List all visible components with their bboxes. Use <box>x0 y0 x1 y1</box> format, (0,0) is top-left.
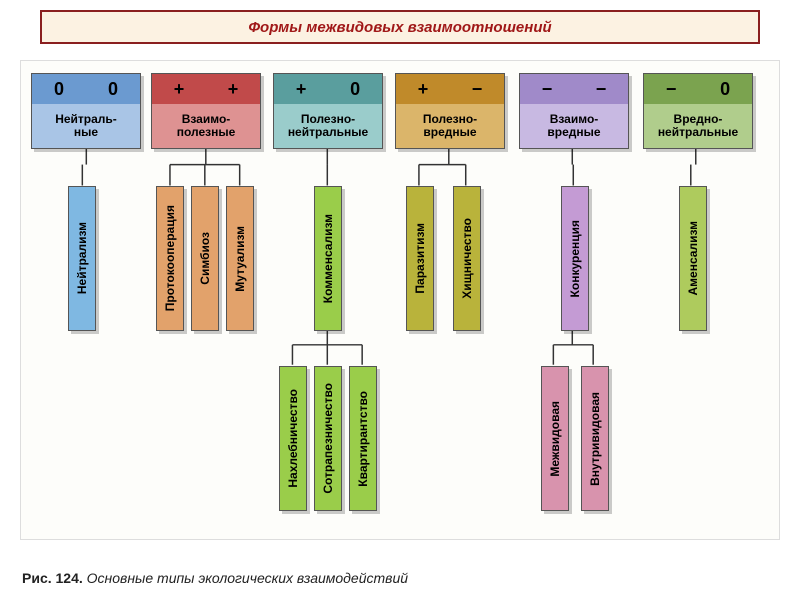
symbol-right: + <box>228 79 239 100</box>
node-label: Квартирантство <box>356 391 370 487</box>
category-label: Полезно- нейтральные <box>274 104 382 148</box>
category-label: Полезно- вредные <box>396 104 504 148</box>
category-symbols: −− <box>520 74 628 104</box>
node-neutralism: Нейтрализм <box>68 186 96 331</box>
category-symbols: −0 <box>644 74 752 104</box>
node-mezhvid: Межвидовая <box>541 366 569 511</box>
symbol-right: 0 <box>350 79 360 100</box>
symbol-left: 0 <box>54 79 64 100</box>
symbol-left: + <box>174 79 185 100</box>
diagram-area: 00Нейтраль- ные++Взаимо- полезные+0Полез… <box>20 60 780 540</box>
symbol-left: + <box>296 79 307 100</box>
node-protocoop: Протокооперация <box>156 186 184 331</box>
title-text: Формы межвидовых взаимоотношений <box>248 19 551 36</box>
category-symbols: ++ <box>152 74 260 104</box>
node-commensalism: Комменсализм <box>314 186 342 331</box>
node-nakhleb: Нахлебничество <box>279 366 307 511</box>
page-title: Формы межвидовых взаимоотношений <box>40 10 760 44</box>
category-symbols: +− <box>396 74 504 104</box>
symbol-right: − <box>596 79 607 100</box>
node-label: Симбиоз <box>198 232 212 285</box>
symbol-right: 0 <box>720 79 730 100</box>
category-cat-parasit: +−Полезно- вредные <box>395 73 505 149</box>
node-label: Внутривидовая <box>588 392 602 486</box>
node-label: Нахлебничество <box>286 389 300 488</box>
node-label: Конкуренция <box>568 220 582 297</box>
category-cat-neutral: 00Нейтраль- ные <box>31 73 141 149</box>
node-label: Протокооперация <box>163 205 177 311</box>
node-label: Межвидовая <box>548 401 562 477</box>
node-mutualism: Мутуализм <box>226 186 254 331</box>
node-label: Паразитизм <box>413 223 427 294</box>
figure-caption: Рис. 124. Основные типы экологических вз… <box>22 570 408 586</box>
symbol-left: − <box>542 79 553 100</box>
node-label: Комменсализм <box>321 214 335 303</box>
node-symbiosis: Симбиоз <box>191 186 219 331</box>
category-label: Нейтраль- ные <box>32 104 140 148</box>
symbol-left: + <box>418 79 429 100</box>
category-symbols: 00 <box>32 74 140 104</box>
node-amensalism: Аменсализм <box>679 186 707 331</box>
category-label: Вредно- нейтральные <box>644 104 752 148</box>
node-competition: Конкуренция <box>561 186 589 331</box>
node-vnutrivid: Внутривидовая <box>581 366 609 511</box>
category-symbols: +0 <box>274 74 382 104</box>
category-label: Взаимо- полезные <box>152 104 260 148</box>
category-cat-mutual: ++Взаимо- полезные <box>151 73 261 149</box>
node-label: Аменсализм <box>686 221 700 296</box>
category-cat-amens: −0Вредно- нейтральные <box>643 73 753 149</box>
node-label: Мутуализм <box>233 226 247 292</box>
node-predation: Хищничество <box>453 186 481 331</box>
caption-text: Основные типы экологических взаимодейств… <box>87 570 408 586</box>
category-cat-comm: +0Полезно- нейтральные <box>273 73 383 149</box>
node-label: Нейтрализм <box>75 222 89 294</box>
symbol-right: − <box>472 79 483 100</box>
node-parasitism: Паразитизм <box>406 186 434 331</box>
node-label: Хищничество <box>460 218 474 299</box>
caption-fig-number: Рис. 124. <box>22 570 83 586</box>
category-label: Взаимо- вредные <box>520 104 628 148</box>
node-sotrap: Сотрапезничество <box>314 366 342 511</box>
node-kvartir: Квартирантство <box>349 366 377 511</box>
symbol-left: − <box>666 79 677 100</box>
node-label: Сотрапезничество <box>321 383 335 494</box>
category-cat-compet: −−Взаимо- вредные <box>519 73 629 149</box>
symbol-right: 0 <box>108 79 118 100</box>
